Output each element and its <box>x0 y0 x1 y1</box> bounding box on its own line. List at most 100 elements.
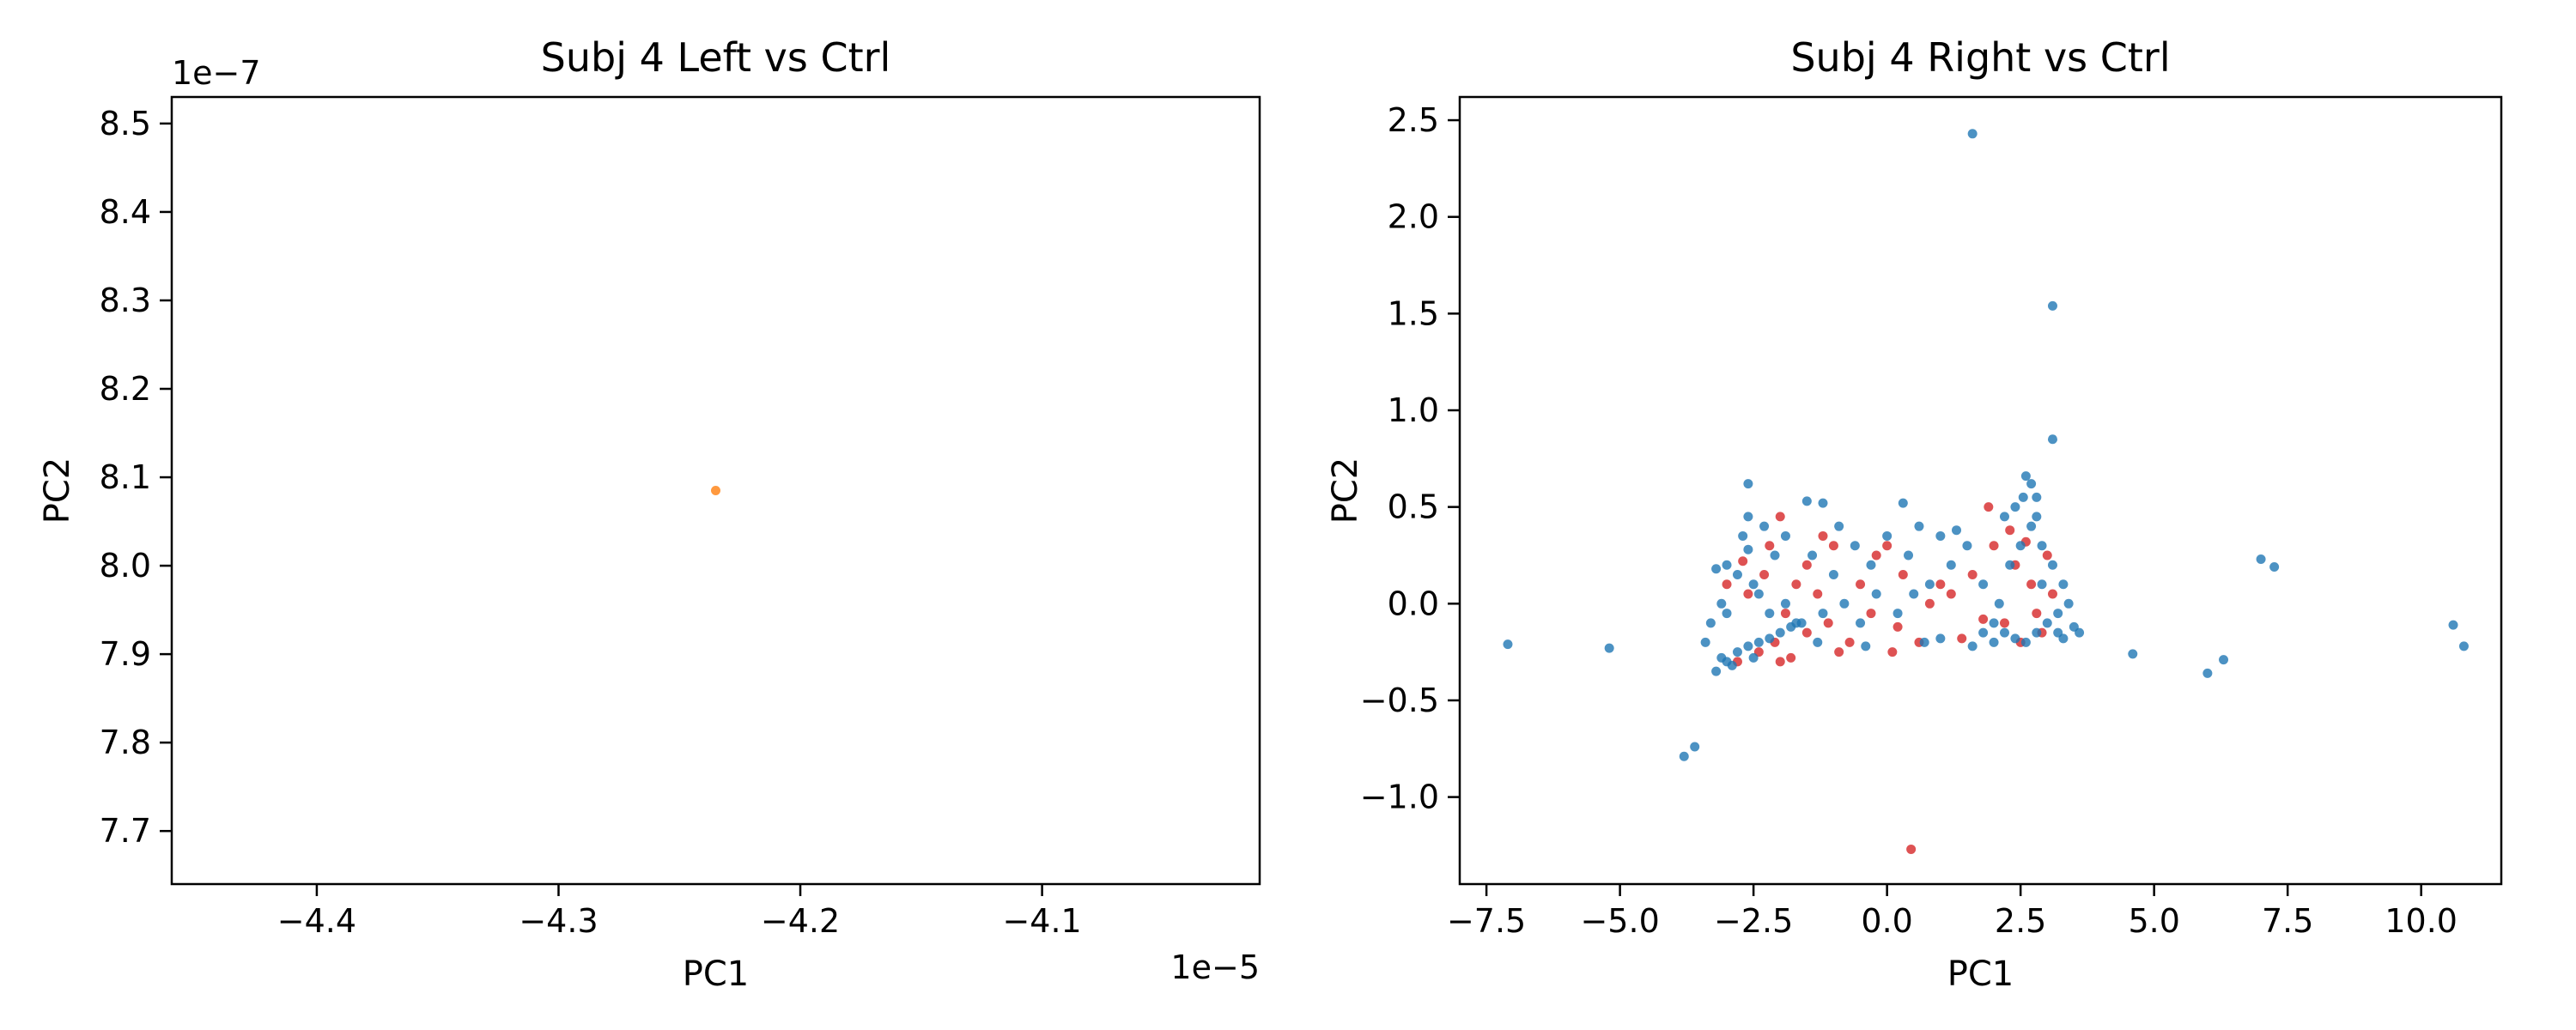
right-data-point <box>1722 560 1732 570</box>
right-data-point <box>2018 492 2028 502</box>
right-data-point <box>2053 627 2063 638</box>
right-data-point <box>1791 579 1801 590</box>
right-data-point <box>1882 541 1893 551</box>
right-data-point <box>2219 655 2229 665</box>
right-data-point <box>1711 666 1722 676</box>
right-data-point <box>2020 637 2031 647</box>
right-y-axis-label: PC2 <box>1326 457 1365 524</box>
left-y-tick-label: 8.3 <box>100 282 151 319</box>
right-data-point <box>1882 530 1893 541</box>
right-data-point <box>1839 598 1850 609</box>
right-data-point <box>1935 633 1946 644</box>
right-data-point <box>1765 541 1775 551</box>
left-ticks: −4.4 −4.3 −4.2 −4.1 7.7 7.8 7.9 8.0 8.1 8.2 8.3 8.4… <box>100 105 1082 940</box>
right-data-point <box>1753 637 1764 647</box>
right-data-point <box>1828 570 1838 580</box>
right-data-point <box>2032 512 2042 522</box>
right-data-point <box>2128 649 2138 659</box>
right-data-point <box>2458 641 2469 651</box>
right-data-point <box>2037 579 2047 590</box>
left-points <box>711 486 720 495</box>
right-y-tick-label: 1.5 <box>1388 294 1439 332</box>
right-x-tick-label: 0.0 <box>1861 902 1912 940</box>
right-data-point <box>1999 618 2009 628</box>
right-data-point <box>2010 502 2020 512</box>
right-data-point <box>1801 560 1812 570</box>
right-data-point <box>1898 570 1908 580</box>
right-data-point <box>1946 589 1956 599</box>
right-data-point <box>2448 620 2458 630</box>
right-data-point <box>1765 609 1775 619</box>
left-x-tick-label: −4.4 <box>277 902 356 940</box>
right-data-point <box>1834 647 1844 657</box>
right-data-point <box>2032 609 2042 619</box>
left-scatter-plot: Subj 4 Left vs Ctrl PC1 PC2 1e−5 1e−7 −4… <box>38 34 1261 994</box>
right-data-point <box>2047 589 2057 599</box>
right-data-point <box>1856 618 1866 628</box>
right-data-point <box>2042 618 2052 628</box>
right-data-point <box>1818 609 1828 619</box>
right-data-point <box>1775 627 1785 638</box>
left-x-offset-label: 1e−5 <box>1170 948 1260 986</box>
right-data-point <box>1604 643 1614 653</box>
right-x-tick-label: −5.0 <box>1580 902 1659 940</box>
right-data-point <box>1801 496 1812 506</box>
right-data-point <box>1743 544 1753 554</box>
right-data-point <box>1743 479 1753 489</box>
right-data-point <box>1690 742 1700 752</box>
left-x-axis-label: PC1 <box>683 954 750 994</box>
right-data-point <box>1818 498 1828 508</box>
right-data-point <box>1503 639 1513 650</box>
right-data-point <box>1780 530 1790 541</box>
right-data-point <box>1924 579 1935 590</box>
right-data-point <box>1909 589 1919 599</box>
right-data-point <box>2063 598 2074 609</box>
left-y-tick-label: 8.0 <box>100 547 151 585</box>
right-data-point <box>1844 637 1855 647</box>
right-x-tick-label: −2.5 <box>1714 902 1793 940</box>
left-chart-title: Subj 4 Left vs Ctrl <box>541 34 891 81</box>
right-data-point <box>1679 751 1689 761</box>
right-data-point <box>1967 641 1978 651</box>
right-data-point <box>2032 627 2042 638</box>
right-plot-frame <box>1458 95 2503 886</box>
left-x-tick-label: −4.1 <box>1002 902 1081 940</box>
right-data-point <box>1935 579 1946 590</box>
right-data-point <box>1823 618 1833 628</box>
right-data-point <box>2047 300 2057 311</box>
right-y-tick-label: 1.0 <box>1388 391 1439 429</box>
right-data-point <box>1952 525 1962 536</box>
right-data-point <box>1813 589 1823 599</box>
right-data-point <box>1732 570 1742 580</box>
right-data-point <box>1904 550 1914 560</box>
right-data-point <box>1962 541 1972 551</box>
right-data-point <box>1732 647 1742 657</box>
left-y-tick-label: 8.4 <box>100 193 151 231</box>
right-data-point <box>1727 660 1737 670</box>
right-data-point <box>2053 609 2063 619</box>
right-data-point <box>1924 598 1935 609</box>
right-data-point <box>2010 633 2020 644</box>
right-data-point <box>1705 618 1716 628</box>
right-data-point <box>1861 641 1871 651</box>
right-y-tick-label: 0.5 <box>1388 488 1439 526</box>
right-data-point <box>1999 512 2009 522</box>
right-data-point <box>1801 627 1812 638</box>
left-y-tick-label: 7.9 <box>100 635 151 673</box>
right-x-axis-label: PC1 <box>1947 954 2014 994</box>
right-data-point <box>1989 618 1999 628</box>
right-data-point <box>1978 627 1989 638</box>
right-data-point <box>1716 598 1727 609</box>
right-data-point <box>1748 652 1759 663</box>
right-data-point <box>1967 570 1978 580</box>
right-data-point <box>1775 512 1785 522</box>
right-data-point <box>1770 550 1780 560</box>
right-data-point <box>2042 550 2052 560</box>
right-y-tick-label: −1.0 <box>1360 779 1439 816</box>
right-chart-title: Subj 4 Right vs Ctrl <box>1790 34 2170 81</box>
right-data-point <box>2047 434 2057 445</box>
right-data-point <box>1914 521 1924 531</box>
right-data-point <box>1893 621 1903 632</box>
left-x-tick-label: −4.2 <box>761 902 840 940</box>
